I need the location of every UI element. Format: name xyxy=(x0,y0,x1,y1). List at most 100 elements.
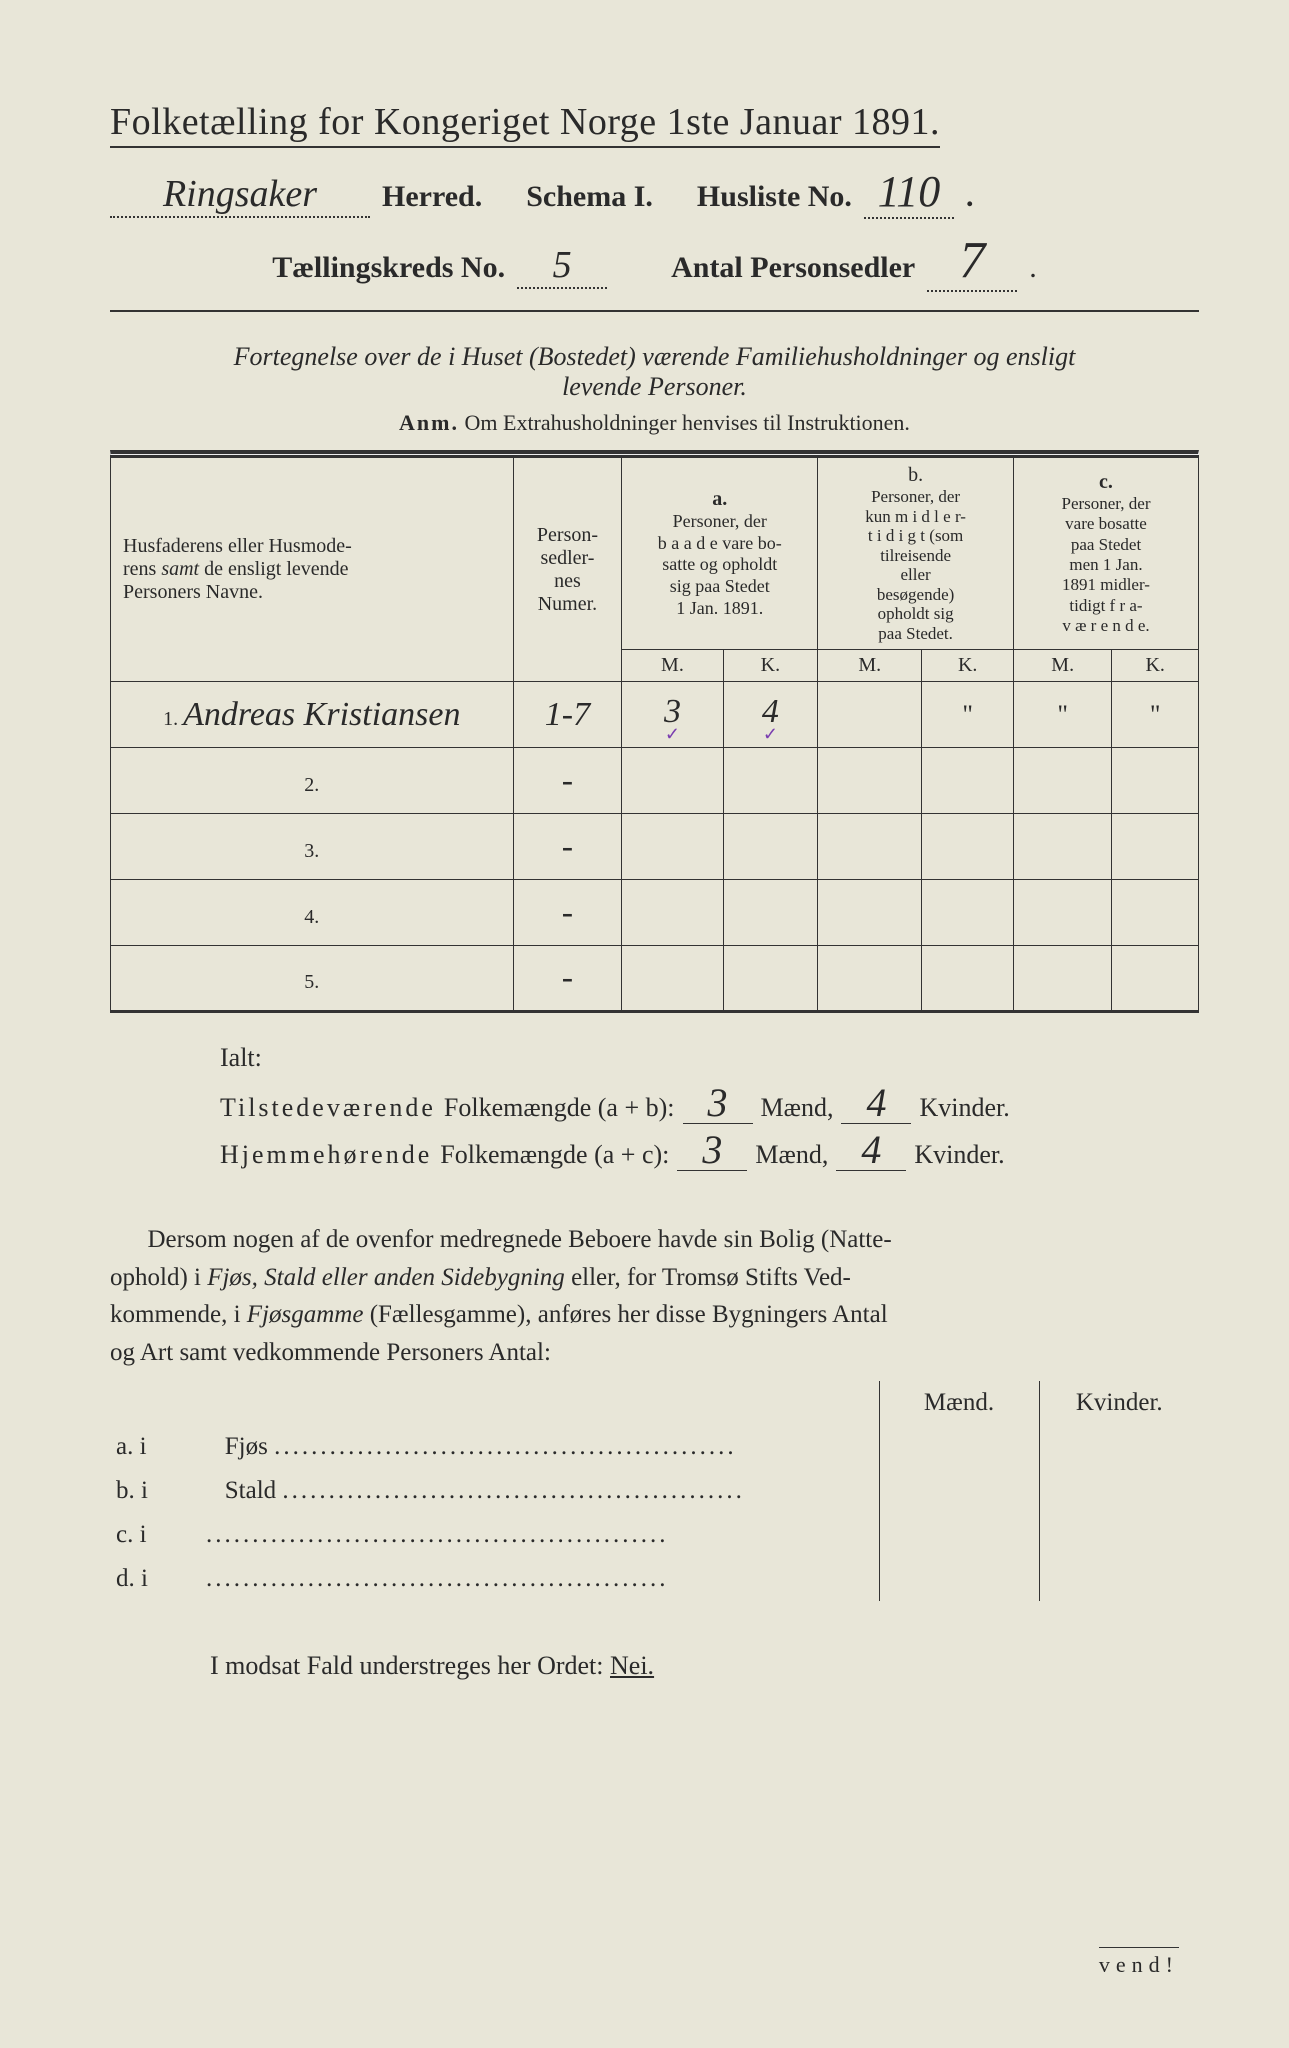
cell-am xyxy=(622,748,723,814)
side-row-letter: a. i xyxy=(110,1425,200,1469)
cell-bk xyxy=(922,748,1014,814)
col-b-m: M. xyxy=(818,650,922,682)
side-row-letter: b. i xyxy=(110,1469,200,1513)
side-cell-m xyxy=(879,1557,1039,1601)
herred-label: Herred. xyxy=(382,180,482,214)
hjemme-label: Hjemmehørende xyxy=(220,1140,432,1170)
hjemme-m: 3 xyxy=(702,1127,722,1172)
col-b-top: b. xyxy=(822,464,1009,487)
header-line-2: Ringsaker Herred. Schema I. Husliste No.… xyxy=(110,166,1199,219)
side-cell-m xyxy=(879,1469,1039,1513)
cell-ck: " xyxy=(1112,682,1199,748)
table-row: 2. - xyxy=(111,748,1199,814)
cell-ak xyxy=(723,946,818,1012)
col-a-m: M. xyxy=(622,650,723,682)
husliste-label: Husliste No. xyxy=(697,180,852,214)
antal-label: Antal Personsedler xyxy=(671,251,915,285)
husliste-no: 110 xyxy=(864,166,954,219)
cell-num: - xyxy=(513,748,622,814)
anm-note: Anm. Om Extrahusholdninger henvises til … xyxy=(110,410,1199,436)
side-row: c. i....................................… xyxy=(110,1513,1199,1557)
antal-no: 7 xyxy=(927,231,1017,292)
maend-label: Mænd, xyxy=(761,1093,834,1123)
form-description: Fortegnelse over de i Huset (Bostedet) v… xyxy=(110,342,1199,402)
side-cell-k xyxy=(1039,1557,1199,1601)
cell-bk: " xyxy=(922,682,1014,748)
side-row-letter: d. i xyxy=(110,1557,200,1601)
col-b-header: b. Personer, derkun m i d l e r-t i d i … xyxy=(818,457,1014,650)
table-row: 5. - xyxy=(111,946,1199,1012)
nei-word: Nei. xyxy=(610,1651,654,1680)
row-number: 5. xyxy=(111,946,514,1012)
cell-bm xyxy=(818,946,922,1012)
anm-lead: Anm. xyxy=(399,410,459,435)
side-building-paragraph: Dersom nogen af de ovenfor medregnede Be… xyxy=(110,1221,1199,1371)
cell-num: - xyxy=(513,880,622,946)
table-row: 4. - xyxy=(111,880,1199,946)
side-cell-m xyxy=(879,1513,1039,1557)
table-row: 3. - xyxy=(111,814,1199,880)
col-b-k: K. xyxy=(922,650,1014,682)
col-c-header: c. Personer, dervare bosattepaa Stedetme… xyxy=(1014,457,1199,650)
vend-label: vend! xyxy=(1099,1947,1179,1978)
cell-cm xyxy=(1014,814,1112,880)
cell-am: 3✓ xyxy=(622,682,723,748)
cell-cm: " xyxy=(1014,682,1112,748)
col-c-m: M. xyxy=(1014,650,1112,682)
cell-cm xyxy=(1014,880,1112,946)
cell-bk xyxy=(922,814,1014,880)
side-row-label: ........................................… xyxy=(200,1557,879,1601)
tilstede-formula: Folkemængde (a + b): xyxy=(444,1093,675,1123)
cell-ak: 4✓ xyxy=(723,682,818,748)
side-row: a. i Fjøs ..............................… xyxy=(110,1425,1199,1469)
side-maend-header: Mænd. xyxy=(879,1381,1039,1425)
cell-bk xyxy=(922,880,1014,946)
cell-bm xyxy=(818,682,922,748)
cell-cm xyxy=(1014,946,1112,1012)
kvinder-label2: Kvinder. xyxy=(914,1140,1004,1170)
cell-bm xyxy=(818,814,922,880)
cell-num: - xyxy=(513,814,622,880)
cell-am xyxy=(622,946,723,1012)
side-cell-k xyxy=(1039,1513,1199,1557)
kreds-no: 5 xyxy=(517,243,607,289)
row-number: 4. xyxy=(111,880,514,946)
cell-ck xyxy=(1112,748,1199,814)
side-row-label: ........................................… xyxy=(200,1513,879,1557)
col-c-k: K. xyxy=(1112,650,1199,682)
side-kvinder-header: Kvinder. xyxy=(1039,1381,1199,1425)
hjemme-line: Hjemmehørende Folkemængde (a + c): 3 Mæn… xyxy=(220,1134,1199,1171)
cell-ak xyxy=(723,748,818,814)
tilstede-m: 3 xyxy=(708,1080,728,1125)
cell-am xyxy=(622,814,723,880)
tilstede-label: Tilstedeværende xyxy=(220,1093,436,1123)
cell-bm xyxy=(818,880,922,946)
side-row-label: Stald ..................................… xyxy=(200,1469,879,1513)
col-names-header: Husfaderens eller Husmode-rens samt de e… xyxy=(111,457,514,682)
row-number: 3. xyxy=(111,814,514,880)
nei-line: I modsat Fald understreges her Ordet: Ne… xyxy=(210,1651,1199,1681)
col-a-top: a. xyxy=(626,488,813,511)
side-row-letter: c. i xyxy=(110,1513,200,1557)
cell-bm xyxy=(818,748,922,814)
nei-pre: I modsat Fald understreges her Ordet: xyxy=(210,1651,604,1680)
cell-am xyxy=(622,880,723,946)
herred-handwritten: Ringsaker xyxy=(110,172,370,218)
side-row: d. i....................................… xyxy=(110,1557,1199,1601)
row-number: 2. xyxy=(111,748,514,814)
tilstede-k: 4 xyxy=(866,1080,886,1125)
table-row: 1. Andreas Kristiansen1-73✓4✓""" xyxy=(111,682,1199,748)
kvinder-label: Kvinder. xyxy=(919,1093,1009,1123)
cell-ck xyxy=(1112,946,1199,1012)
cell-cm xyxy=(1014,748,1112,814)
cell-ak xyxy=(723,880,818,946)
col-num-header: Person-sedler-nesNumer. xyxy=(513,457,622,682)
side-cell-k xyxy=(1039,1469,1199,1513)
side-row-label: Fjøs ...................................… xyxy=(200,1425,879,1469)
census-form-page: Folketælling for Kongeriget Norge 1ste J… xyxy=(0,0,1289,2048)
tilstede-line: Tilstedeværende Folkemængde (a + b): 3 M… xyxy=(220,1087,1199,1124)
cell-ck xyxy=(1112,814,1199,880)
header-line-3: Tællingskreds No. 5 Antal Personsedler 7… xyxy=(110,231,1199,312)
cell-bk xyxy=(922,946,1014,1012)
title: Folketælling for Kongeriget Norge 1ste J… xyxy=(110,100,940,148)
